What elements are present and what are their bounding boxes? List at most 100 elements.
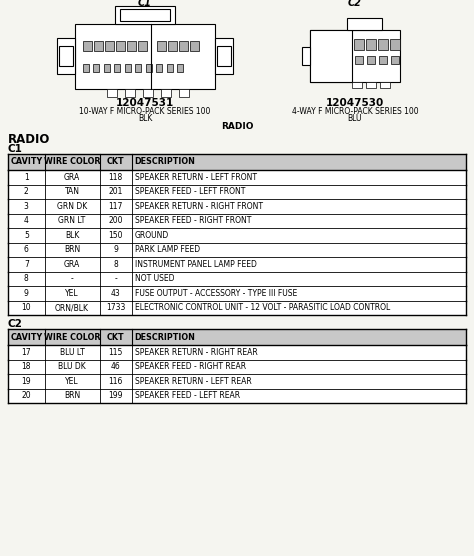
Bar [8,286,466,300]
Text: CKT: CKT [107,157,125,166]
Bar [179,88,189,97]
Text: 6: 6 [24,245,29,254]
Text: 43: 43 [111,289,120,298]
Bar [75,23,215,88]
Text: BLU LT: BLU LT [60,348,84,357]
Bar [83,64,89,72]
Text: GRA: GRA [64,260,80,269]
Bar [366,39,376,50]
Text: SPEAKER RETURN - LEFT FRONT: SPEAKER RETURN - LEFT FRONT [135,173,256,182]
Bar [8,214,466,228]
Text: C2: C2 [8,319,23,329]
Bar [146,64,152,72]
Text: 10-WAY F MICRO-PACK SERIES 100: 10-WAY F MICRO-PACK SERIES 100 [79,107,210,116]
Bar [310,30,352,82]
Text: 115: 115 [109,348,123,357]
Text: BRN: BRN [64,245,80,254]
Bar [93,64,100,72]
Text: 1733: 1733 [106,303,125,312]
Text: RADIO: RADIO [221,122,253,131]
Bar [143,88,153,97]
Text: TAN: TAN [64,187,80,196]
Text: SPEAKER FEED - LEFT REAR: SPEAKER FEED - LEFT REAR [135,391,240,400]
Text: SPEAKER RETURN - LEFT REAR: SPEAKER RETURN - LEFT REAR [135,377,251,386]
Bar [125,64,131,72]
Bar [347,18,382,30]
Bar [8,374,466,389]
Text: DESCRIPTION: DESCRIPTION [135,332,196,341]
Bar [367,56,375,64]
Text: FUSE OUTPUT - ACCESSORY - TYPE III FUSE: FUSE OUTPUT - ACCESSORY - TYPE III FUSE [135,289,297,298]
Text: DESCRIPTION: DESCRIPTION [135,157,196,166]
Bar [136,64,142,72]
Text: 12047530: 12047530 [326,98,384,108]
Text: BLU: BLU [348,114,362,123]
Bar [8,199,466,214]
Text: 46: 46 [111,363,120,371]
Text: ORN/BLK: ORN/BLK [55,303,89,312]
Bar [310,30,400,82]
Text: 4-WAY F MICRO-PACK SERIES 100: 4-WAY F MICRO-PACK SERIES 100 [292,107,419,116]
Text: SPEAKER FEED - RIGHT FRONT: SPEAKER FEED - RIGHT FRONT [135,216,251,225]
Text: SPEAKER FEED - LEFT FRONT: SPEAKER FEED - LEFT FRONT [135,187,245,196]
Bar [215,38,233,74]
Bar [8,329,466,345]
Bar [379,56,387,64]
Bar [8,300,466,315]
Bar [177,64,183,72]
Text: 201: 201 [109,187,123,196]
Bar [115,64,120,72]
Bar [168,41,177,51]
Text: 5: 5 [24,231,29,240]
Text: SPEAKER RETURN - RIGHT REAR: SPEAKER RETURN - RIGHT REAR [135,348,257,357]
Bar [8,242,466,257]
Text: 12047531: 12047531 [116,98,174,108]
Text: 9: 9 [113,245,118,254]
Bar [390,39,400,50]
Bar [94,41,103,51]
Text: YEL: YEL [65,377,79,386]
Text: 199: 199 [109,391,123,400]
Bar [8,185,466,199]
Text: BRN: BRN [64,391,80,400]
Text: C2: C2 [348,0,362,8]
Bar [161,88,171,97]
Bar [8,345,466,360]
Bar [57,38,75,74]
Text: CKT: CKT [107,332,125,341]
Bar [217,46,231,66]
Text: 10: 10 [21,303,31,312]
Bar [366,82,376,88]
Text: SPEAKER RETURN - RIGHT FRONT: SPEAKER RETURN - RIGHT FRONT [135,202,263,211]
Bar [354,39,364,50]
Text: -: - [71,274,73,283]
Bar [302,47,310,65]
Text: 17: 17 [21,348,31,357]
Text: GRN LT: GRN LT [58,216,86,225]
Text: 8: 8 [24,274,29,283]
Bar [8,271,466,286]
Text: C1: C1 [8,144,23,154]
Bar [138,41,147,51]
Text: WIRE COLOR: WIRE COLOR [44,332,100,341]
Bar [83,41,92,51]
Bar [107,88,117,97]
Text: GRA: GRA [64,173,80,182]
Text: -: - [114,274,117,283]
Text: 200: 200 [109,216,123,225]
Text: 8: 8 [113,260,118,269]
Bar [167,64,173,72]
Text: 1: 1 [24,173,29,182]
Bar [355,56,363,64]
Bar [104,64,110,72]
Bar [8,170,466,185]
Bar [59,46,73,66]
Bar [116,41,125,51]
Bar [190,41,199,51]
Bar [8,154,466,170]
Bar [380,82,390,88]
Text: 7: 7 [24,260,29,269]
Text: GRN DK: GRN DK [57,202,87,211]
Text: ELECTRONIC CONTROL UNIT - 12 VOLT - PARASITIC LOAD CONTROL: ELECTRONIC CONTROL UNIT - 12 VOLT - PARA… [135,303,390,312]
Text: 3: 3 [24,202,29,211]
